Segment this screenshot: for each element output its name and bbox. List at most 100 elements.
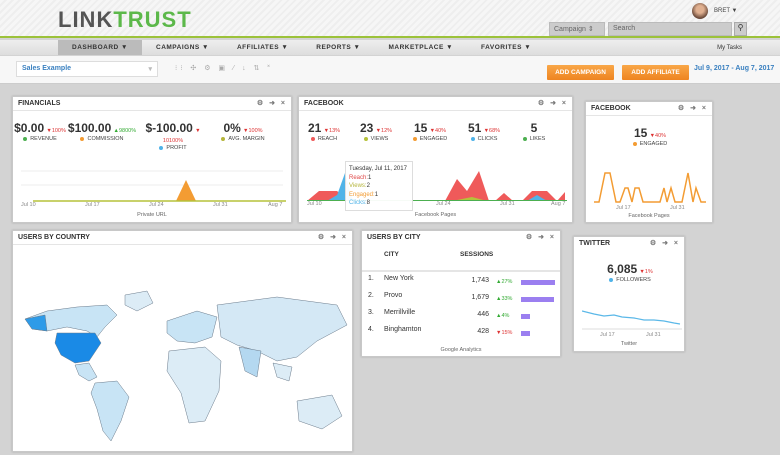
x-tick: Jul 31 <box>500 201 515 207</box>
chart-caption: Private URL <box>137 212 167 218</box>
x-tick: Jul 10 <box>307 201 322 207</box>
x-tick: Jul 31 <box>213 202 228 208</box>
avatar[interactable] <box>692 3 708 19</box>
legend-dot <box>159 145 164 150</box>
legend-dot <box>221 136 226 141</box>
chart-caption: Facebook Pages <box>414 212 457 218</box>
chart-caption: Twitter <box>620 341 638 347</box>
city-name: Provo <box>384 292 403 299</box>
tooltip-row: Reach:1 <box>349 174 372 181</box>
column-header-sessions: SESSIONS <box>460 251 494 258</box>
facebook-engaged-panel: FACEBOOK ⚙ ➜ × 15 ▼40% ENGAGED Jul 17 Jul … <box>585 101 713 223</box>
dashboard-tools[interactable]: ⁝⁝ ✣ ⚙ ▣ ⁄ ↓ ⇅ ˟ <box>175 65 273 72</box>
city-name: Merrillville <box>384 309 416 316</box>
stat-commission: $100.00 ▲9800% COMMISSION <box>67 121 137 142</box>
sessions-bar <box>521 297 554 302</box>
legend-dot <box>363 136 368 141</box>
nav-reports[interactable]: REPORTS ▼ <box>316 44 361 51</box>
user-menu[interactable]: BRET ▼ <box>714 8 738 14</box>
legend-dot <box>522 136 527 141</box>
x-tick: Jul 17 <box>600 332 615 338</box>
panel-title: TWITTER <box>579 240 611 247</box>
search-input[interactable]: Search <box>608 22 732 36</box>
nav-affiliates[interactable]: AFFILIATES ▼ <box>236 44 289 51</box>
city-name: New York <box>384 275 414 282</box>
legend-dot <box>23 136 28 141</box>
stat-clicks: 51 ▼68% CLICKS <box>467 121 501 142</box>
engaged-line-chart <box>594 172 706 203</box>
panel-title: FACEBOOK <box>304 100 344 107</box>
my-tasks-link[interactable]: My Tasks <box>717 44 742 51</box>
facebook-panel: FACEBOOK ⚙ ➜ × 21 ▼13% REACH 23 ▼12% VIEWS 15… <box>298 96 573 223</box>
dashboard-select[interactable]: Sales Example ▾ <box>16 61 158 77</box>
panel-title: FINANCIALS <box>18 100 61 107</box>
logo[interactable]: LINKTRUST <box>58 7 192 32</box>
tooltip-row: Clicks:8 <box>349 200 371 206</box>
financials-panel: FINANCIALS ⚙ ➜ × $0.00 ▼100% REVENUE $100.0… <box>12 96 292 223</box>
usa-region <box>54 332 102 364</box>
table-row[interactable]: 1. New York 1,743 ▲27% <box>362 275 560 289</box>
search-icon[interactable]: ⚲ <box>734 22 747 36</box>
commission-spike <box>176 180 196 201</box>
nav-dashboard[interactable]: DASHBOARD ▼ <box>58 40 142 55</box>
x-tick: Jul 10 <box>21 202 36 208</box>
stat-profit: $-100.00 ▼ 10100% PROFIT <box>145 121 201 151</box>
panel-controls-icon[interactable]: ⚙ ➜ × <box>649 240 680 247</box>
chart-caption: Google Analytics <box>440 347 482 353</box>
add-affiliate-button[interactable]: ADD AFFILIATE <box>622 65 689 80</box>
panel-controls-icon[interactable]: ⚙ ➜ × <box>256 100 287 107</box>
table-row[interactable]: 3. Merrillville 446 ▲4% <box>362 309 560 323</box>
legend-dot <box>310 136 315 141</box>
add-campaign-button[interactable]: ADD CAMPAIGN <box>547 65 614 80</box>
city-name: Binghamton <box>384 326 422 333</box>
panel-title: FACEBOOK <box>591 105 631 112</box>
x-tick: Aug 7 <box>268 202 283 208</box>
legend-dot <box>80 136 85 141</box>
financials-chart <box>21 170 286 202</box>
chart-tooltip: Tuesday, Jul 11, 2017 Reach:1 Views:2 Enga… <box>345 161 413 211</box>
sessions-bar <box>521 314 530 319</box>
date-range-picker[interactable]: Jul 9, 2017 - Aug 7, 2017 <box>694 65 775 72</box>
x-tick: Jul 24 <box>149 202 164 208</box>
main-nav: DASHBOARD ▼ CAMPAIGNS ▼ AFFILIATES ▼ REP… <box>0 40 780 55</box>
stat-revenue: $0.00 ▼100% REVENUE <box>14 121 66 142</box>
panel-title: USERS BY CITY <box>367 234 421 241</box>
x-tick: Jul 31 <box>646 332 661 338</box>
world-map[interactable] <box>17 281 352 449</box>
legend-dot <box>470 136 475 141</box>
stat-avg-margin: 0% ▼100% AVG. MARGIN <box>208 121 278 142</box>
x-tick: Jul 17 <box>85 202 100 208</box>
panel-controls-icon[interactable]: ⚙ ➜ × <box>537 100 568 107</box>
users-by-city-panel: USERS BY CITY ⚙ ➜ × CITY SESSIONS 1. New Y… <box>361 230 561 357</box>
x-tick: Jul 31 <box>670 205 685 211</box>
legend-dot <box>412 136 417 141</box>
stat-reach: 21 ▼13% REACH <box>307 121 341 142</box>
nav-campaigns[interactable]: CAMPAIGNS ▼ <box>156 44 209 51</box>
x-tick: Aug 7 <box>551 201 566 207</box>
x-tick: Jul 24 <box>436 201 451 207</box>
stat-engaged: 15 ▼40% ENGAGED <box>412 121 448 142</box>
table-row[interactable]: 4. Binghamton 428 ▼15% <box>362 326 560 340</box>
column-header-city: CITY <box>384 251 399 258</box>
panel-controls-icon[interactable]: ⚙ ➜ × <box>677 105 708 112</box>
panel-controls-icon[interactable]: ⚙ ➜ × <box>525 234 556 241</box>
users-by-country-panel: USERS BY COUNTRY ⚙ ➜ × <box>12 230 353 452</box>
sessions-bar <box>521 331 530 336</box>
sessions-bar <box>521 280 555 285</box>
twitter-panel: TWITTER ⚙ ➜ × 6,085 ▼1% FOLLOWERS Jul 17 J… <box>573 236 685 352</box>
panel-title: USERS BY COUNTRY <box>18 234 90 241</box>
tooltip-row: Views:2 <box>349 183 370 189</box>
x-tick: Jul 17 <box>616 205 631 211</box>
chart-caption: Facebook Pages <box>628 213 670 219</box>
nav-marketplace[interactable]: MARKETPLACE ▼ <box>388 44 454 51</box>
facebook-chart <box>307 171 567 201</box>
campaign-select[interactable]: Campaign ⇕ <box>549 22 605 36</box>
panel-controls-icon[interactable]: ⚙ ➜ × <box>317 234 348 241</box>
chevron-down-icon: ▾ <box>148 66 152 73</box>
followers-line-chart <box>582 310 682 330</box>
nav-favorites[interactable]: FAVORITES ▼ <box>481 44 532 51</box>
stat-views: 23 ▼12% VIEWS <box>359 121 393 142</box>
header <box>0 0 780 38</box>
table-row[interactable]: 2. Provo 1,679 ▲33% <box>362 292 560 306</box>
stat-likes: 5 LIKES <box>499 121 569 142</box>
